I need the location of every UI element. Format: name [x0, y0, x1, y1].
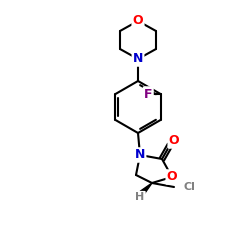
Text: O: O: [133, 14, 143, 28]
Text: N: N: [135, 148, 145, 162]
Text: H: H: [136, 192, 144, 202]
Text: N: N: [133, 52, 143, 66]
Text: O: O: [167, 170, 177, 183]
Text: Cl: Cl: [184, 182, 196, 192]
Text: O: O: [169, 134, 179, 147]
Text: F: F: [144, 88, 152, 101]
Polygon shape: [140, 183, 152, 195]
